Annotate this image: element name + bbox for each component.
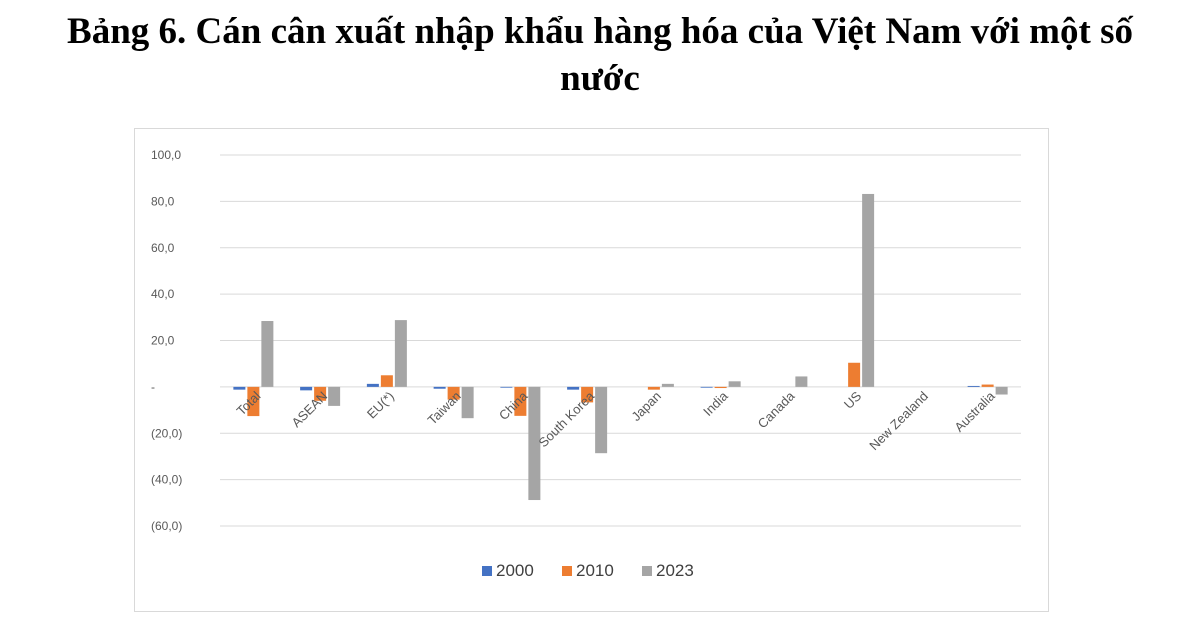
y-tick-label: 60,0	[151, 241, 175, 255]
y-tick-label: 20,0	[151, 334, 175, 348]
bar-2000-india	[700, 386, 713, 388]
y-tick-label: 100,0	[151, 148, 181, 162]
y-tick-label: (40,0)	[151, 473, 182, 487]
legend-swatch	[482, 566, 492, 576]
title-line-2: nước	[560, 58, 640, 99]
bar-2010-eu-	[380, 375, 393, 387]
y-tick-label: (60,0)	[151, 519, 182, 533]
bar-2023-canada	[795, 376, 808, 387]
y-tick-label: 40,0	[151, 287, 175, 301]
y-tick-label: 80,0	[151, 194, 175, 208]
bar-2010-china	[514, 386, 527, 416]
bar-2023-india	[728, 381, 741, 387]
gridlines	[220, 154, 1021, 527]
bar-2010-india	[714, 386, 727, 389]
bar-2023-china	[528, 386, 541, 501]
bar-2023-us	[862, 193, 875, 387]
bar-2023-japan	[661, 383, 674, 387]
bar-2000-china	[500, 386, 513, 388]
bar-chart: 100,0 80,0 60,0 40,0 20,0 - (20,0) (40,0) (60,0)…	[134, 128, 1049, 612]
bar-2010-asean	[314, 386, 327, 401]
title-line-1: Bảng 6. Cán cân xuất nhập khẩu hàng hóa …	[67, 11, 1133, 52]
bar-2010-australia	[981, 384, 994, 387]
legend-swatch	[562, 566, 572, 576]
bar-2000-asean	[300, 386, 313, 391]
bar-2023-asean	[328, 386, 341, 406]
legend-label: 2000	[496, 561, 534, 580]
legend-swatch	[642, 566, 652, 576]
y-tick-label: (20,0)	[151, 426, 182, 440]
bar-2010-south-korea	[581, 386, 594, 403]
chart-container: 100,0 80,0 60,0 40,0 20,0 - (20,0) (40,0) (60,0)…	[134, 128, 1049, 612]
bar-2023-taiwan	[461, 386, 474, 419]
bar-2010-us	[848, 362, 861, 387]
bar-2010-taiwan	[447, 386, 460, 400]
bar-2023-eu-	[394, 320, 407, 387]
bar-2000-australia	[967, 385, 980, 387]
legend: 2000 2010 2023	[482, 561, 694, 580]
y-tick-label: -	[151, 380, 155, 394]
chart-frame	[134, 128, 1049, 612]
bar-2000-south-korea	[567, 386, 580, 390]
y-axis-ticks: 100,0 80,0 60,0 40,0 20,0 - (20,0) (40,0) (60,0)	[151, 148, 182, 533]
bar-2000-eu-	[366, 383, 379, 387]
bar-2023-australia	[995, 386, 1008, 395]
bars	[233, 193, 1008, 501]
bar-2023-south-korea	[595, 386, 608, 454]
bar-2023-total	[261, 321, 274, 387]
bar-2010-total	[247, 386, 260, 417]
bar-2010-japan	[647, 386, 660, 390]
bar-2000-taiwan	[433, 386, 446, 389]
page-title: Bảng 6. Cán cân xuất nhập khẩu hàng hóa …	[0, 8, 1200, 102]
legend-label: 2023	[656, 561, 694, 580]
legend-label: 2010	[576, 561, 614, 580]
bar-2000-total	[233, 386, 246, 390]
